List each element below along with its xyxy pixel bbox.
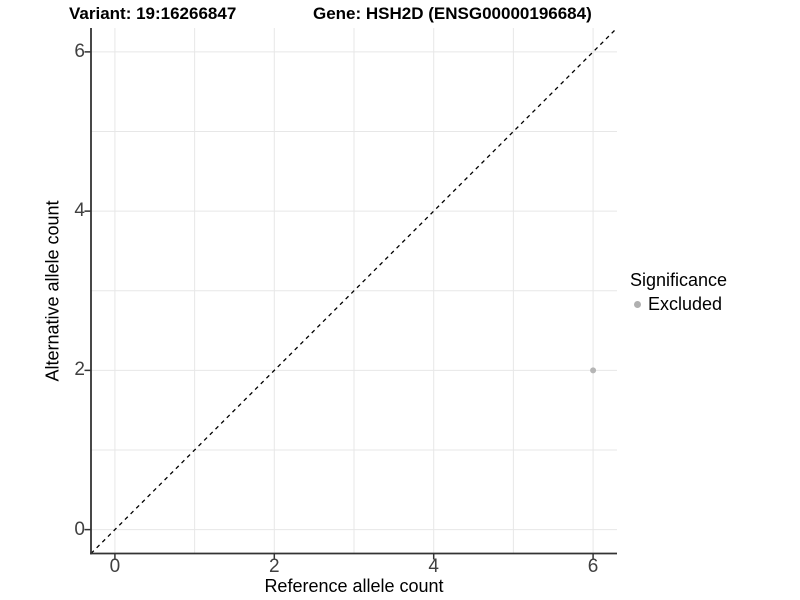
identity-reference-line (90, 27, 618, 554)
x-axis-title: Reference allele count (264, 576, 444, 596)
legend: Significance Excluded (630, 270, 727, 315)
x-tick-label: 4 (428, 556, 439, 577)
x-tick-label: 0 (109, 556, 121, 577)
y-tick-label: 6 (74, 40, 85, 62)
data-point (590, 367, 597, 374)
legend-item: Excluded (630, 294, 727, 315)
y-tick-label: 2 (74, 359, 85, 381)
x-tick-label: 6 (587, 556, 599, 577)
x-tick-label: 2 (269, 556, 280, 577)
legend-items: Excluded (630, 294, 727, 315)
legend-item-label: Excluded (648, 294, 723, 314)
legend-point-icon (634, 301, 641, 308)
plot-title-variant: Variant: 19:16266847 (69, 4, 237, 23)
legend-title: Significance (630, 270, 728, 290)
y-tick-label: 0 (74, 518, 85, 540)
y-tick-label: 4 (74, 200, 85, 222)
y-axis-title: Alternative allele count (42, 200, 63, 382)
plot-title-gene: Gene: HSH2D (ENSG00000196684) (313, 4, 592, 23)
